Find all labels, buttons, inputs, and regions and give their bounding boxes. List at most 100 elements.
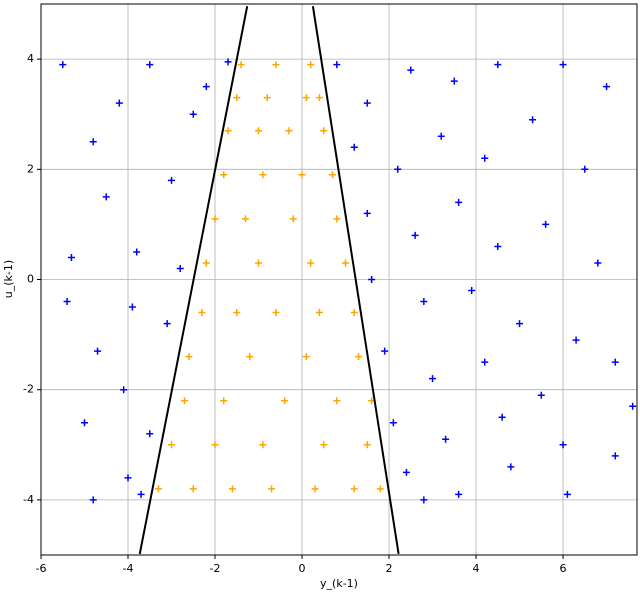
point (233, 309, 241, 317)
point (259, 171, 267, 179)
x-axis-label: y_(k-1) (320, 577, 358, 590)
point (281, 397, 289, 405)
point (498, 413, 506, 421)
point (355, 353, 363, 361)
x-tick-label: 4 (473, 562, 480, 575)
point (255, 127, 263, 135)
point (494, 61, 502, 69)
point (559, 61, 567, 69)
x-tick-label: -4 (123, 562, 134, 575)
point (381, 347, 389, 355)
point (89, 138, 97, 146)
point (307, 259, 315, 267)
point (189, 110, 197, 118)
point (320, 441, 328, 449)
plot-frame (40, 3, 638, 556)
point (389, 419, 397, 427)
point (272, 61, 280, 69)
point (394, 165, 402, 173)
point (224, 58, 232, 66)
point (450, 77, 458, 85)
boundary-line (311, 6, 400, 555)
x-tick-label: 6 (560, 562, 567, 575)
point (302, 94, 310, 102)
point (163, 320, 171, 328)
point (59, 61, 67, 69)
point (350, 485, 358, 493)
point (94, 347, 102, 355)
point (289, 215, 297, 223)
point (420, 496, 428, 504)
point (516, 320, 524, 328)
point (581, 165, 589, 173)
point (198, 309, 206, 317)
point (376, 485, 384, 493)
point (137, 490, 145, 498)
point (342, 259, 350, 267)
point (211, 215, 219, 223)
point (594, 259, 602, 267)
point (89, 496, 97, 504)
point (559, 441, 567, 449)
point (67, 253, 75, 261)
point (307, 61, 315, 69)
point (220, 397, 228, 405)
point (202, 83, 210, 91)
point (255, 259, 263, 267)
point (237, 61, 245, 69)
point (611, 358, 619, 366)
point (298, 171, 306, 179)
point (350, 309, 358, 317)
point (102, 193, 110, 201)
point (146, 61, 154, 69)
point (81, 419, 89, 427)
point (363, 99, 371, 107)
point (333, 215, 341, 223)
point (224, 127, 232, 135)
point (185, 353, 193, 361)
point (494, 242, 502, 250)
point (181, 397, 189, 405)
point (128, 303, 136, 311)
point (63, 298, 71, 306)
point (220, 171, 228, 179)
y-tick-label: -2 (23, 383, 34, 396)
point (563, 490, 571, 498)
point (429, 375, 437, 383)
x-tick-label: -6 (36, 562, 47, 575)
y-tick-label: 0 (27, 273, 34, 286)
point (537, 391, 545, 399)
point (363, 209, 371, 217)
point (529, 116, 537, 124)
point (285, 127, 293, 135)
y-tick-label: -4 (23, 493, 34, 506)
point (202, 259, 210, 267)
point (320, 127, 328, 135)
point (268, 485, 276, 493)
x-tick-label: 0 (299, 562, 306, 575)
point (468, 287, 476, 295)
point (154, 485, 162, 493)
point (442, 435, 450, 443)
point (455, 490, 463, 498)
point (311, 485, 319, 493)
point (368, 276, 376, 283)
point (420, 298, 428, 306)
boundary-line (138, 6, 249, 555)
point (189, 485, 197, 493)
point (350, 143, 358, 151)
point (507, 463, 515, 471)
y-tick-label: 4 (27, 52, 34, 65)
point (176, 264, 184, 272)
point (315, 309, 323, 317)
point (272, 309, 280, 317)
point (407, 66, 415, 74)
point (168, 441, 176, 449)
point (333, 397, 341, 405)
x-tick-label: 2 (386, 562, 393, 575)
point (437, 132, 445, 140)
y-tick-label: 2 (27, 162, 34, 175)
point (611, 452, 619, 460)
